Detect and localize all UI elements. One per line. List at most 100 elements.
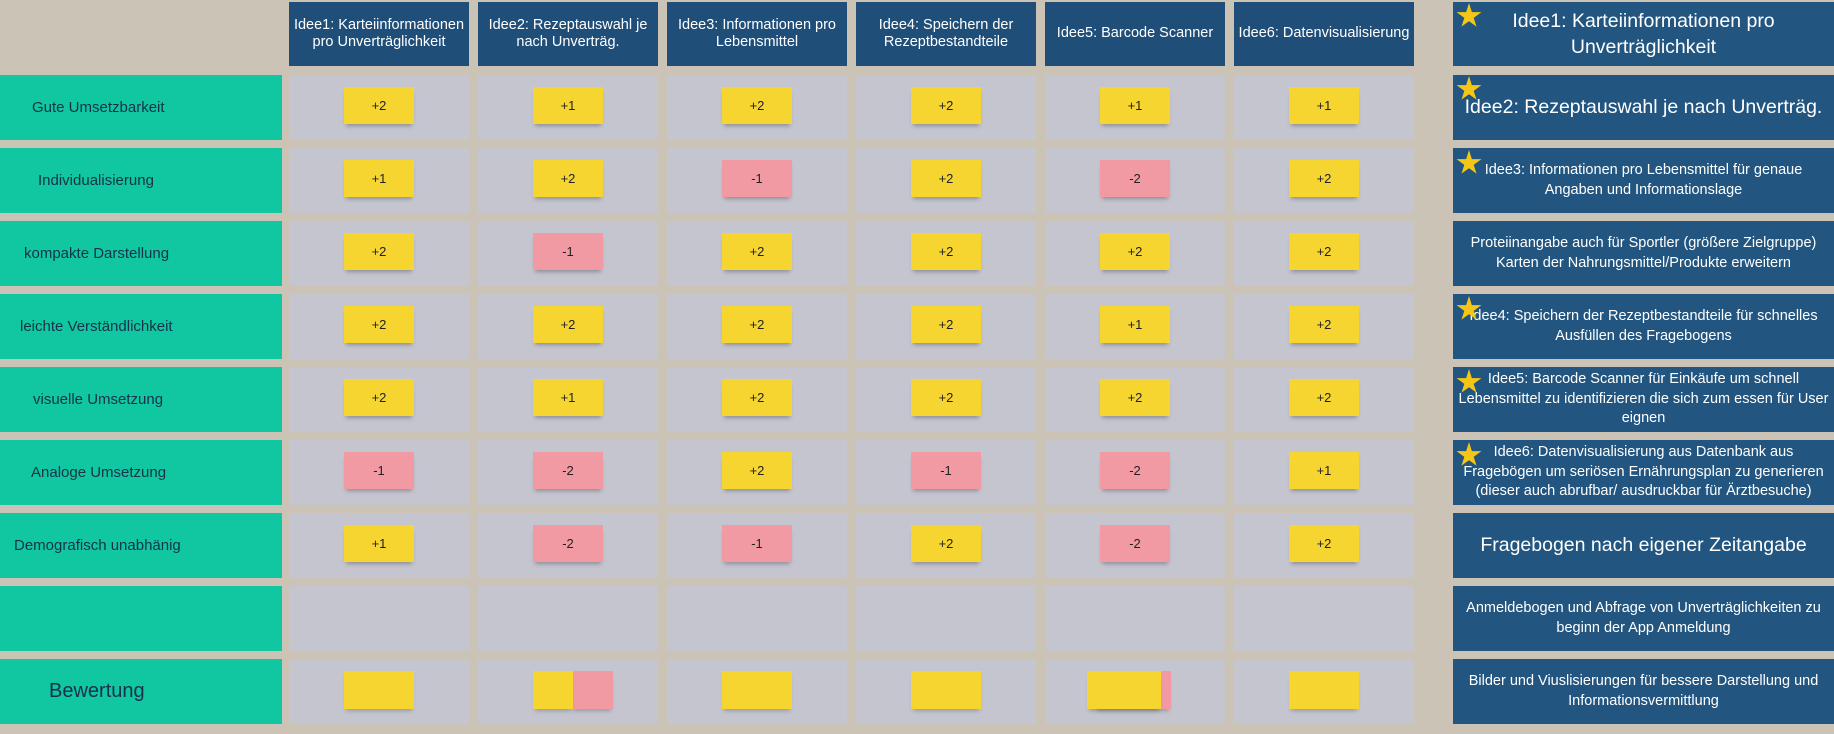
- empty-cell[interactable]: [1234, 586, 1414, 651]
- score-cell[interactable]: +2: [1045, 367, 1225, 432]
- score-note[interactable]: -1: [911, 452, 981, 489]
- score-note[interactable]: +1: [533, 87, 603, 124]
- rating-note-yellow[interactable]: [1087, 671, 1161, 709]
- score-note[interactable]: +2: [1289, 306, 1359, 343]
- empty-cell[interactable]: [856, 586, 1036, 651]
- score-cell[interactable]: +1: [1234, 440, 1414, 505]
- score-cell[interactable]: +2: [1234, 221, 1414, 286]
- score-cell[interactable]: +2: [289, 75, 469, 140]
- idea-card-idee3[interactable]: Idee3: Informationen pro Lebensmittel fü…: [1453, 148, 1834, 213]
- rating-bar[interactable]: [1289, 671, 1359, 709]
- score-note[interactable]: -2: [1100, 525, 1170, 562]
- score-note[interactable]: +2: [722, 379, 792, 416]
- row-label-bewertung[interactable]: Bewertung: [0, 659, 282, 724]
- score-cell[interactable]: +2: [1234, 148, 1414, 213]
- idea-card-protein[interactable]: Proteiinangabe auch für Sportler (größer…: [1453, 221, 1834, 286]
- score-note[interactable]: +1: [1289, 452, 1359, 489]
- score-note[interactable]: +2: [533, 306, 603, 343]
- rating-bar[interactable]: [1087, 671, 1171, 709]
- score-note[interactable]: +2: [1289, 379, 1359, 416]
- score-note[interactable]: +2: [344, 233, 414, 270]
- score-cell[interactable]: +1: [478, 75, 658, 140]
- score-note[interactable]: -1: [533, 233, 603, 270]
- score-cell[interactable]: +2: [478, 294, 658, 359]
- row-label-visuelle-umsetzung[interactable]: visuelle Umsetzung: [0, 367, 282, 432]
- idea-card-idee1[interactable]: Idee1: Karteiinformationen pro Unverträg…: [1453, 2, 1834, 66]
- score-cell[interactable]: +2: [289, 294, 469, 359]
- score-cell[interactable]: +2: [856, 75, 1036, 140]
- score-note[interactable]: +2: [1289, 160, 1359, 197]
- rating-cell[interactable]: [289, 659, 469, 724]
- score-note[interactable]: +2: [533, 160, 603, 197]
- idea-card-idee5[interactable]: Idee5: Barcode Scanner für Einkäufe um s…: [1453, 367, 1834, 432]
- idea-card-idee4[interactable]: Idee4: Speichern der Rezeptbestandteile …: [1453, 294, 1834, 359]
- empty-cell[interactable]: [289, 586, 469, 651]
- score-cell[interactable]: +2: [478, 148, 658, 213]
- score-cell[interactable]: +1: [289, 148, 469, 213]
- rating-bar[interactable]: [722, 671, 792, 709]
- score-cell[interactable]: -1: [478, 221, 658, 286]
- score-note[interactable]: -2: [1100, 160, 1170, 197]
- score-cell[interactable]: +2: [856, 148, 1036, 213]
- score-cell[interactable]: +2: [856, 221, 1036, 286]
- row-label-kompakte-darstellung[interactable]: kompakte Darstellung: [0, 221, 282, 286]
- idea-card-fragebogen[interactable]: Fragebogen nach eigener Zeitangabe: [1453, 513, 1834, 578]
- score-cell[interactable]: +2: [856, 513, 1036, 578]
- column-header-idee6[interactable]: Idee6: Datenvisualisierung: [1234, 2, 1414, 66]
- score-note[interactable]: +1: [344, 525, 414, 562]
- score-note[interactable]: +1: [1100, 306, 1170, 343]
- rating-note-yellow[interactable]: [533, 671, 573, 709]
- empty-cell[interactable]: [667, 586, 847, 651]
- rating-bar[interactable]: [533, 671, 613, 709]
- idea-card-anmeldebogen[interactable]: Anmeldebogen und Abfrage von Unverträgli…: [1453, 586, 1834, 651]
- row-label-analoge-umsetzung[interactable]: Analoge Umsetzung: [0, 440, 282, 505]
- score-note[interactable]: +2: [722, 233, 792, 270]
- rating-note-yellow[interactable]: [722, 671, 792, 709]
- score-cell[interactable]: -2: [478, 513, 658, 578]
- score-note[interactable]: +2: [344, 306, 414, 343]
- score-cell[interactable]: +2: [856, 367, 1036, 432]
- score-cell[interactable]: +2: [667, 75, 847, 140]
- score-note[interactable]: +2: [344, 379, 414, 416]
- score-note[interactable]: -1: [344, 452, 414, 489]
- score-cell[interactable]: -2: [1045, 440, 1225, 505]
- rating-note-yellow[interactable]: [911, 671, 981, 709]
- score-note[interactable]: -2: [533, 525, 603, 562]
- score-cell[interactable]: +1: [289, 513, 469, 578]
- column-header-idee1[interactable]: Idee1: Karteiinformationen pro Unverträg…: [289, 2, 469, 66]
- score-cell[interactable]: +2: [856, 294, 1036, 359]
- rating-cell[interactable]: [1234, 659, 1414, 724]
- score-cell[interactable]: +2: [1234, 513, 1414, 578]
- score-cell[interactable]: +1: [1045, 294, 1225, 359]
- row-label-empty[interactable]: [0, 586, 282, 651]
- score-cell[interactable]: +2: [667, 367, 847, 432]
- score-note[interactable]: +2: [1289, 525, 1359, 562]
- score-note[interactable]: +2: [911, 87, 981, 124]
- row-label-gute-umsetzbarkeit[interactable]: Gute Umsetzbarkeit: [0, 75, 282, 140]
- score-note[interactable]: +1: [1289, 87, 1359, 124]
- idea-card-idee2[interactable]: Idee2: Rezeptauswahl je nach Unverträg.: [1453, 75, 1834, 140]
- score-note[interactable]: +2: [911, 160, 981, 197]
- score-cell[interactable]: +2: [1234, 294, 1414, 359]
- score-note[interactable]: +2: [911, 379, 981, 416]
- score-note[interactable]: +1: [1100, 87, 1170, 124]
- column-header-idee5[interactable]: Idee5: Barcode Scanner: [1045, 2, 1225, 66]
- score-cell[interactable]: +1: [1045, 75, 1225, 140]
- idea-card-bilder[interactable]: Bilder und Viuslisierungen für bessere D…: [1453, 659, 1834, 724]
- score-cell[interactable]: +2: [1045, 221, 1225, 286]
- score-cell[interactable]: +1: [1234, 75, 1414, 140]
- score-note[interactable]: -1: [722, 160, 792, 197]
- score-cell[interactable]: -2: [1045, 513, 1225, 578]
- score-cell[interactable]: -2: [478, 440, 658, 505]
- rating-note-yellow[interactable]: [1289, 671, 1359, 709]
- rating-bar[interactable]: [911, 671, 981, 709]
- score-note[interactable]: +2: [911, 233, 981, 270]
- rating-note-yellow[interactable]: [344, 671, 414, 709]
- score-note[interactable]: -1: [722, 525, 792, 562]
- score-note[interactable]: -2: [533, 452, 603, 489]
- row-label-individualisierung[interactable]: Individualisierung: [0, 148, 282, 213]
- score-cell[interactable]: +1: [478, 367, 658, 432]
- score-cell[interactable]: +2: [289, 367, 469, 432]
- score-cell[interactable]: +2: [667, 221, 847, 286]
- score-cell[interactable]: +2: [667, 294, 847, 359]
